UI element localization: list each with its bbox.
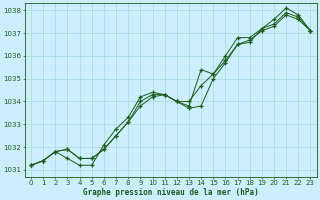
X-axis label: Graphe pression niveau de la mer (hPa): Graphe pression niveau de la mer (hPa) <box>83 188 259 197</box>
